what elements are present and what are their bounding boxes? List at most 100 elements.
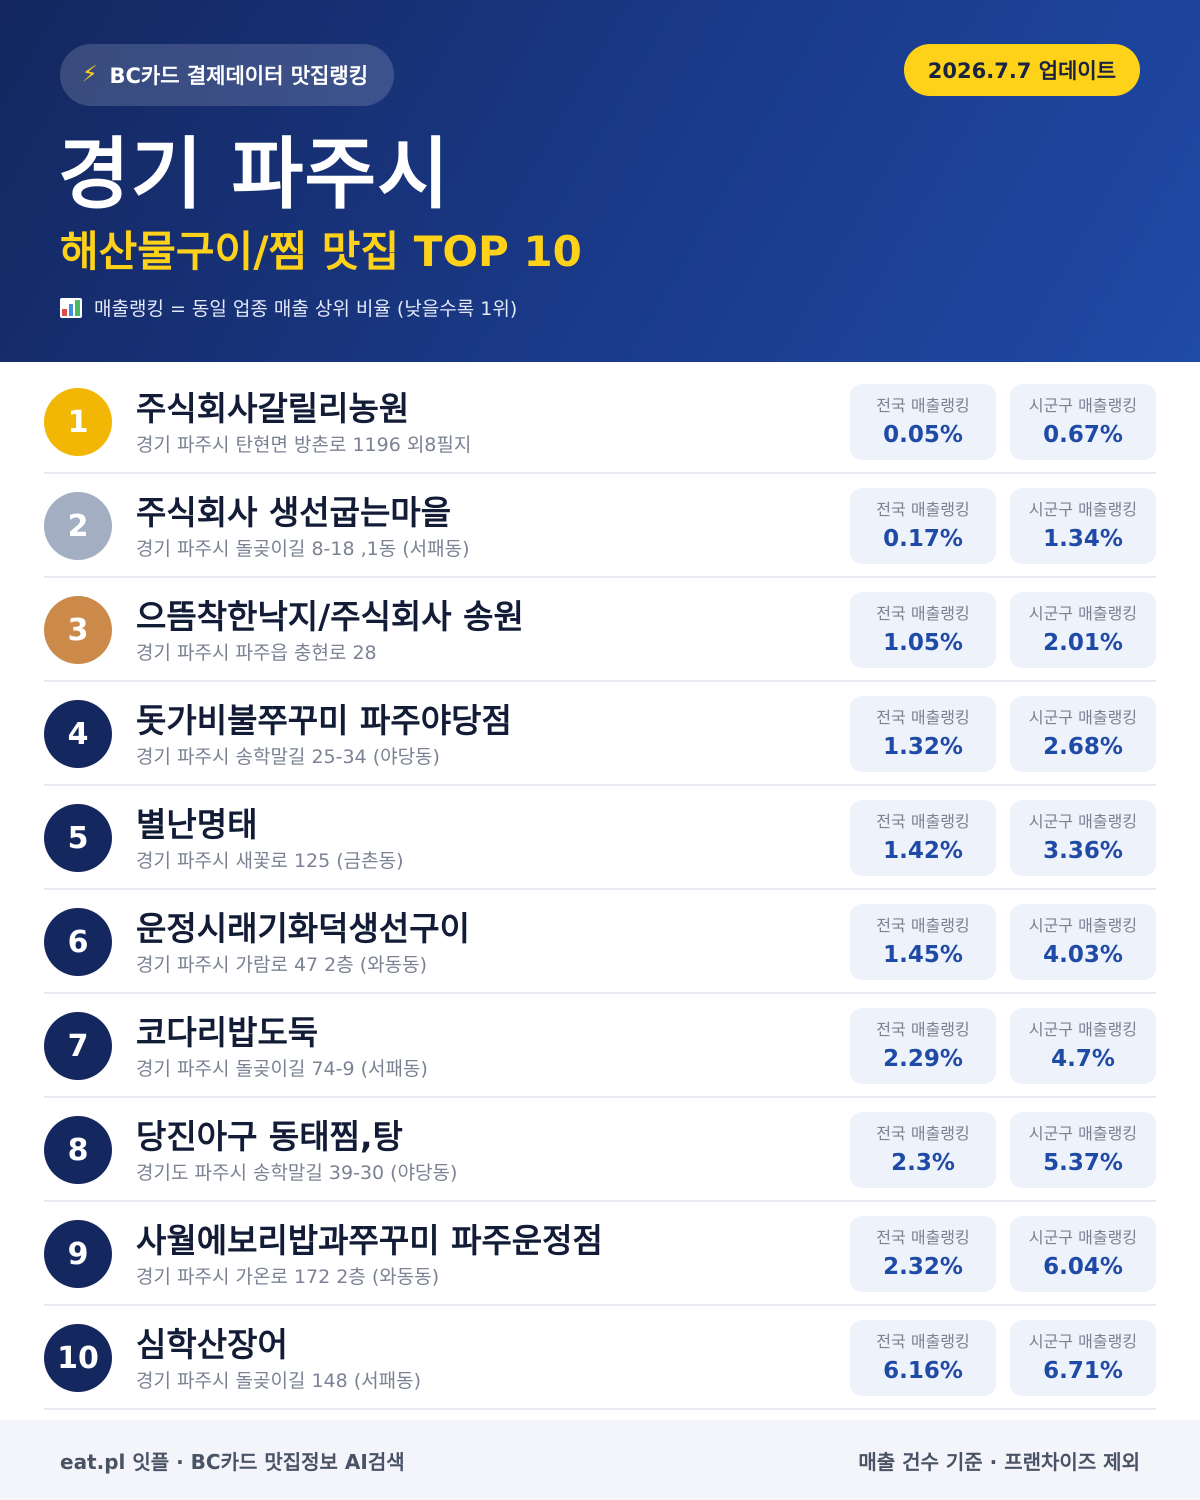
local-rank-card: 시군구 매출랭킹 5.37% (1010, 1112, 1156, 1188)
local-rank-value: 6.04% (1043, 1254, 1123, 1280)
local-rank-value: 3.36% (1043, 838, 1123, 864)
local-rank-value: 6.71% (1043, 1358, 1123, 1384)
rank-badge: 7 (44, 1012, 112, 1080)
local-rank-card: 시군구 매출랭킹 3.36% (1010, 800, 1156, 876)
local-rank-label: 시군구 매출랭킹 (1028, 916, 1138, 935)
rank-badge: 2 (44, 492, 112, 560)
rank-badge: 9 (44, 1220, 112, 1288)
national-rank-label: 전국 매출랭킹 (876, 812, 970, 831)
restaurant-name: 심학산장어 (136, 1325, 288, 1364)
list-item[interactable]: 3 으뜸착한낙지/주식회사 송원 경기 파주시 파주읍 충현로 28 전국 매출랭킹 1… (44, 578, 1156, 682)
restaurant-name: 운정시래기화덕생선구이 (136, 909, 470, 948)
local-rank-card: 시군구 매출랭킹 0.67% (1010, 384, 1156, 460)
national-rank-label: 전국 매출랭킹 (876, 500, 970, 519)
restaurant-address: 경기도 파주시 송학말길 39-30 (야당동) (136, 1162, 458, 1184)
local-rank-value: 2.68% (1043, 734, 1123, 760)
rank-badge: 3 (44, 596, 112, 664)
local-rank-value: 0.67% (1043, 422, 1123, 448)
local-rank-label: 시군구 매출랭킹 (1028, 708, 1138, 727)
restaurant-address: 경기 파주시 돌곶이길 8-18 ,1동 (서패동) (136, 538, 470, 560)
local-rank-value: 5.37% (1043, 1150, 1123, 1176)
local-rank-label: 시군구 매출랭킹 (1028, 1020, 1138, 1039)
local-rank-card: 시군구 매출랭킹 1.34% (1010, 488, 1156, 564)
header-banner: ⚡ BC카드 결제데이터 맛집랭킹 2026.7.7 업데이트 경기 파주시 해… (0, 0, 1200, 362)
brand-badge: ⚡ BC카드 결제데이터 맛집랭킹 (60, 44, 395, 106)
restaurant-name: 당진아구 동태찜,탕 (136, 1117, 403, 1156)
restaurant-address: 경기 파주시 돌곶이길 148 (서패동) (136, 1370, 422, 1392)
national-rank-card: 전국 매출랭킹 2.3% (850, 1112, 996, 1188)
national-rank-card: 전국 매출랭킹 6.16% (850, 1320, 996, 1396)
restaurant-name: 주식회사갈릴리농원 (136, 389, 410, 428)
national-rank-value: 1.45% (883, 942, 963, 968)
restaurant-address: 경기 파주시 돌곶이길 74-9 (서패동) (136, 1058, 428, 1080)
national-rank-card: 전국 매출랭킹 1.45% (850, 904, 996, 980)
national-rank-card: 전국 매출랭킹 2.29% (850, 1008, 996, 1084)
lightning-bolt-icon: ⚡ (82, 62, 98, 87)
footer: eat.pl 잇플 · BC카드 맛집정보 AI검색 매출 건수 기준 · 프랜… (0, 1420, 1200, 1500)
local-rank-card: 시군구 매출랭킹 4.03% (1010, 904, 1156, 980)
restaurant-name: 으뜸착한낙지/주식회사 송원 (136, 597, 524, 636)
national-rank-value: 6.16% (883, 1358, 963, 1384)
local-rank-card: 시군구 매출랭킹 2.01% (1010, 592, 1156, 668)
national-rank-value: 1.32% (883, 734, 963, 760)
local-rank-label: 시군구 매출랭킹 (1028, 812, 1138, 831)
national-rank-value: 2.3% (891, 1150, 955, 1176)
list-item[interactable]: 2 주식회사 생선굽는마을 경기 파주시 돌곶이길 8-18 ,1동 (서패동) 전국… (44, 474, 1156, 578)
national-rank-card: 전국 매출랭킹 1.42% (850, 800, 996, 876)
restaurant-address: 경기 파주시 가온로 172 2층 (와동동) (136, 1266, 440, 1288)
restaurant-name: 코다리밥도둑 (136, 1013, 319, 1052)
national-rank-value: 0.05% (883, 422, 963, 448)
footer-source: eat.pl 잇플 · BC카드 맛집정보 AI검색 (60, 1450, 405, 1474)
national-rank-value: 1.42% (883, 838, 963, 864)
restaurant-address: 경기 파주시 새꽃로 125 (금촌동) (136, 850, 404, 872)
local-rank-card: 시군구 매출랭킹 2.68% (1010, 696, 1156, 772)
national-rank-label: 전국 매출랭킹 (876, 396, 970, 415)
local-rank-card: 시군구 매출랭킹 6.04% (1010, 1216, 1156, 1292)
page-title: 경기 파주시 (58, 130, 450, 220)
local-rank-label: 시군구 매출랭킹 (1028, 500, 1138, 519)
rank-badge: 4 (44, 700, 112, 768)
rank-badge: 1 (44, 388, 112, 456)
legend-text: 매출랭킹 = 동일 업종 매출 상위 비율 (낮을수록 1위) (94, 298, 518, 320)
national-rank-label: 전국 매출랭킹 (876, 708, 970, 727)
bar-chart-icon (60, 297, 82, 318)
restaurant-address: 경기 파주시 탄현면 방촌로 1196 외8필지 (136, 434, 472, 456)
local-rank-label: 시군구 매출랭킹 (1028, 1124, 1138, 1143)
national-rank-label: 전국 매출랭킹 (876, 1332, 970, 1351)
local-rank-value: 4.7% (1051, 1046, 1115, 1072)
restaurant-list: 1 주식회사갈릴리농원 경기 파주시 탄현면 방촌로 1196 외8필지 전국 매출랭… (44, 370, 1156, 1410)
local-rank-label: 시군구 매출랭킹 (1028, 396, 1138, 415)
national-rank-card: 전국 매출랭킹 1.32% (850, 696, 996, 772)
national-rank-value: 2.32% (883, 1254, 963, 1280)
national-rank-value: 0.17% (883, 526, 963, 552)
update-date-badge: 2026.7.7 업데이트 (903, 44, 1140, 96)
restaurant-name: 별난명태 (136, 805, 258, 844)
local-rank-label: 시군구 매출랭킹 (1028, 1332, 1138, 1351)
national-rank-value: 2.29% (883, 1046, 963, 1072)
rank-badge: 10 (44, 1324, 112, 1392)
rank-badge: 6 (44, 908, 112, 976)
local-rank-value: 4.03% (1043, 942, 1123, 968)
restaurant-name: 사월에보리밥과쭈꾸미 파주운정점 (136, 1221, 603, 1260)
local-rank-card: 시군구 매출랭킹 4.7% (1010, 1008, 1156, 1084)
rank-badge: 5 (44, 804, 112, 872)
rank-badge: 8 (44, 1116, 112, 1184)
national-rank-label: 전국 매출랭킹 (876, 916, 970, 935)
national-rank-label: 전국 매출랭킹 (876, 604, 970, 623)
local-rank-card: 시군구 매출랭킹 6.71% (1010, 1320, 1156, 1396)
restaurant-address: 경기 파주시 가람로 47 2층 (와동동) (136, 954, 428, 976)
local-rank-value: 2.01% (1043, 630, 1123, 656)
category-title: 해산물구이/찜 맛집 TOP 10 (60, 227, 582, 276)
local-rank-value: 1.34% (1043, 526, 1123, 552)
restaurant-name: 돗가비불쭈꾸미 파주야당점 (136, 701, 512, 740)
national-rank-card: 전국 매출랭킹 2.32% (850, 1216, 996, 1292)
list-item[interactable]: 4 돗가비불쭈꾸미 파주야당점 경기 파주시 송학말길 25-34 (야당동) 전국 … (44, 682, 1156, 786)
footer-note: 매출 건수 기준 · 프랜차이즈 제외 (858, 1450, 1140, 1474)
